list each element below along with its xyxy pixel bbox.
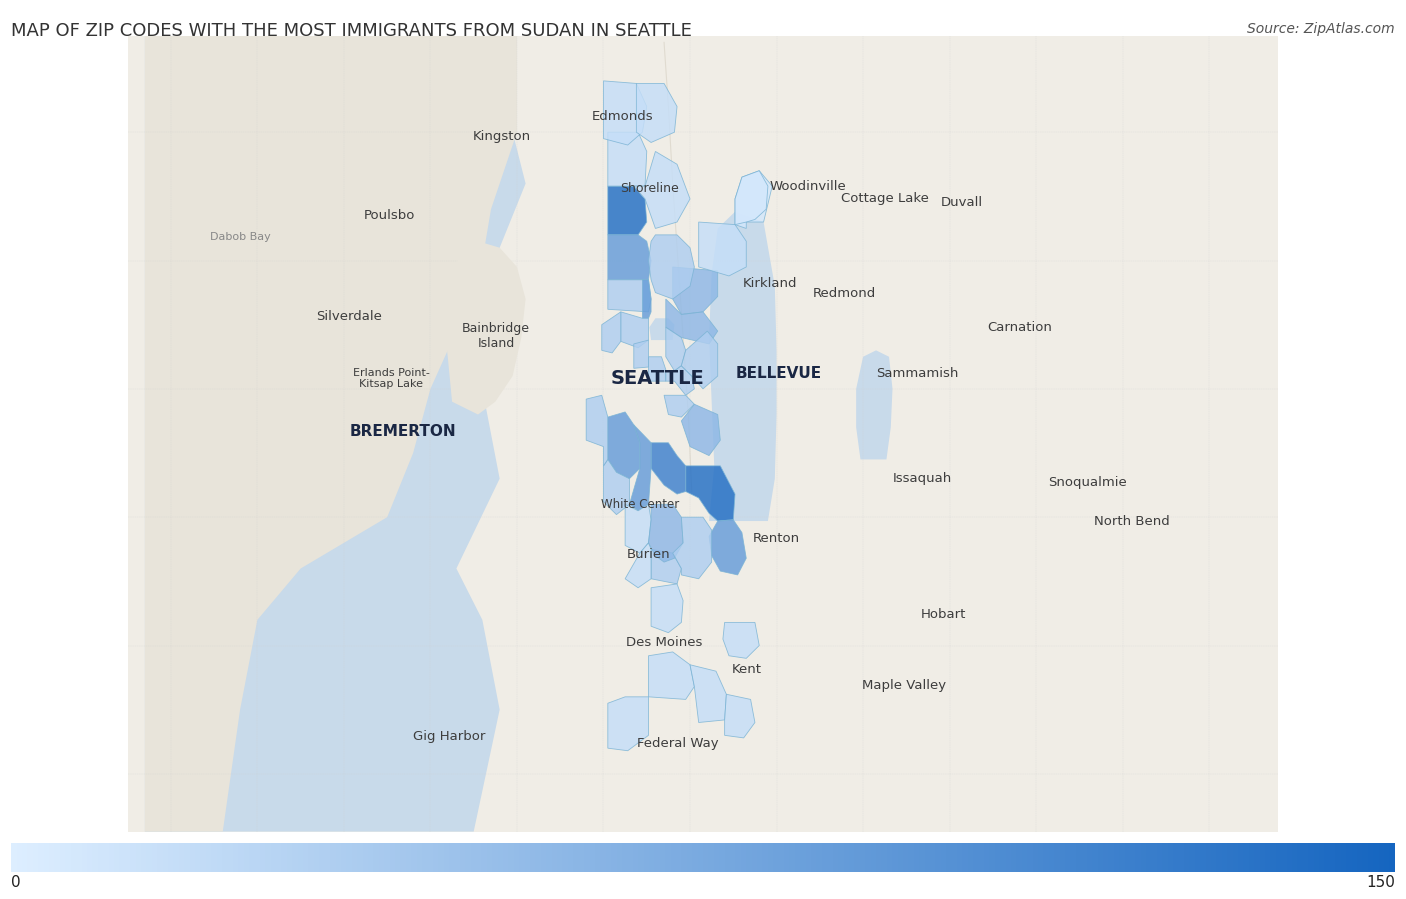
Polygon shape: [630, 425, 651, 511]
Polygon shape: [637, 84, 678, 142]
Polygon shape: [607, 132, 647, 186]
Polygon shape: [666, 327, 686, 371]
Polygon shape: [607, 412, 640, 478]
Polygon shape: [602, 312, 621, 353]
Text: White Center: White Center: [600, 498, 679, 511]
Text: Bainbridge
Island: Bainbridge Island: [463, 322, 530, 351]
Polygon shape: [634, 340, 648, 369]
Polygon shape: [672, 517, 711, 579]
Text: Poulsbo: Poulsbo: [364, 209, 415, 222]
Polygon shape: [145, 36, 517, 832]
Polygon shape: [724, 694, 755, 738]
Polygon shape: [690, 664, 727, 723]
Text: Erlands Point-
Kitsap Lake: Erlands Point- Kitsap Lake: [353, 368, 430, 389]
Text: BREMERTON: BREMERTON: [350, 423, 456, 439]
Polygon shape: [648, 652, 695, 699]
Polygon shape: [145, 36, 526, 832]
Text: Renton: Renton: [754, 532, 800, 546]
Polygon shape: [651, 549, 682, 584]
Polygon shape: [682, 331, 717, 389]
Polygon shape: [664, 396, 695, 417]
Polygon shape: [443, 241, 526, 414]
Text: Issaquah: Issaquah: [893, 472, 952, 485]
Text: Burien: Burien: [627, 547, 671, 561]
Text: Woodinville: Woodinville: [769, 180, 846, 192]
Text: Carnation: Carnation: [987, 321, 1052, 334]
Polygon shape: [607, 186, 647, 235]
Text: Dabob Bay: Dabob Bay: [209, 233, 270, 243]
Polygon shape: [686, 466, 735, 521]
Polygon shape: [735, 171, 768, 225]
Text: Federal Way: Federal Way: [637, 736, 718, 750]
Polygon shape: [648, 235, 695, 299]
Polygon shape: [634, 151, 690, 228]
Polygon shape: [650, 318, 675, 340]
Polygon shape: [723, 622, 759, 658]
Text: Kent: Kent: [731, 663, 761, 676]
Polygon shape: [603, 81, 647, 145]
Text: Redmond: Redmond: [813, 288, 876, 300]
Text: North Bend: North Bend: [1094, 514, 1170, 528]
Polygon shape: [735, 171, 772, 228]
Text: MAP OF ZIP CODES WITH THE MOST IMMIGRANTS FROM SUDAN IN SEATTLE: MAP OF ZIP CODES WITH THE MOST IMMIGRANT…: [11, 22, 692, 40]
Text: Kingston: Kingston: [474, 129, 531, 143]
Polygon shape: [666, 299, 717, 344]
Polygon shape: [626, 543, 651, 588]
Polygon shape: [603, 459, 630, 514]
Polygon shape: [682, 405, 720, 456]
Text: Source: ZipAtlas.com: Source: ZipAtlas.com: [1247, 22, 1395, 37]
Text: 150: 150: [1365, 875, 1395, 890]
Text: Shoreline: Shoreline: [620, 182, 679, 195]
Polygon shape: [643, 280, 651, 318]
Text: Sammamish: Sammamish: [876, 367, 959, 380]
Polygon shape: [586, 396, 607, 466]
Text: Des Moines: Des Moines: [626, 636, 702, 649]
Polygon shape: [626, 504, 651, 553]
Text: BELLEVUE: BELLEVUE: [737, 366, 823, 381]
Polygon shape: [145, 36, 284, 582]
Polygon shape: [607, 280, 651, 312]
Polygon shape: [607, 697, 648, 751]
Polygon shape: [651, 584, 683, 633]
Polygon shape: [709, 212, 776, 521]
Polygon shape: [651, 442, 686, 494]
Text: Cottage Lake: Cottage Lake: [841, 192, 928, 206]
Text: SEATTLE: SEATTLE: [610, 369, 704, 388]
Polygon shape: [621, 312, 648, 348]
Text: Edmonds: Edmonds: [592, 111, 654, 123]
Text: Kirkland: Kirkland: [744, 277, 797, 290]
Text: Silverdale: Silverdale: [316, 310, 382, 324]
Polygon shape: [672, 267, 717, 315]
Polygon shape: [699, 222, 747, 276]
Polygon shape: [648, 357, 666, 381]
Polygon shape: [709, 520, 747, 575]
Text: Maple Valley: Maple Valley: [862, 679, 946, 692]
Polygon shape: [607, 235, 651, 280]
Text: Duvall: Duvall: [941, 196, 983, 209]
Text: Hobart: Hobart: [921, 609, 966, 621]
Text: Gig Harbor: Gig Harbor: [413, 730, 485, 743]
Text: 0: 0: [11, 875, 21, 890]
Polygon shape: [856, 351, 893, 459]
Polygon shape: [648, 504, 683, 562]
Polygon shape: [666, 366, 695, 396]
Text: Snoqualmie: Snoqualmie: [1047, 476, 1126, 489]
